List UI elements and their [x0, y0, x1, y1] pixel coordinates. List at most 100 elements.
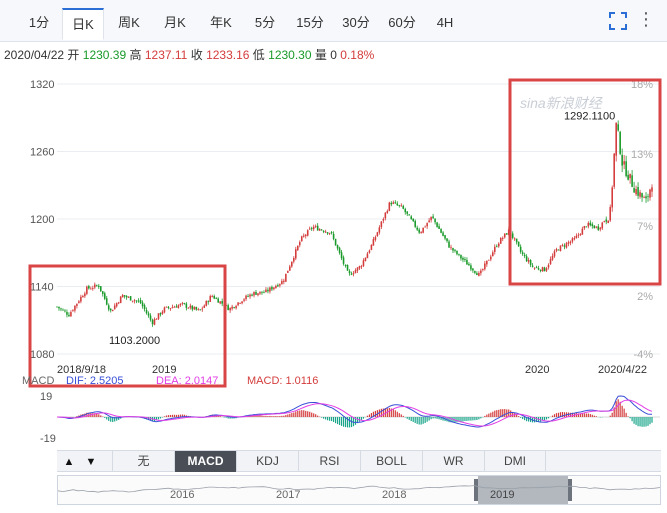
- indicator-tab-kdj[interactable]: KDJ: [236, 451, 298, 472]
- tab-60min[interactable]: 60分: [388, 15, 416, 30]
- range-navigator[interactable]: 2016 2017 2018 2019: [57, 475, 661, 505]
- tab-weekly-k[interactable]: 周K: [118, 15, 140, 30]
- price-annotation: 1103.2000: [109, 335, 160, 347]
- candle-body: [623, 161, 625, 165]
- candle-body: [444, 235, 446, 239]
- tab-yearly-k[interactable]: 年K: [210, 15, 232, 30]
- candle-body: [302, 235, 305, 237]
- macd-title: MACD: [22, 375, 54, 387]
- kline-chart[interactable]: sina新浪财经 1080 1140 1200 1260 1320 -4% 2% 7% 13%…: [0, 64, 667, 450]
- candle-body: [312, 226, 315, 230]
- candle-body: [519, 246, 522, 252]
- candle-body: [338, 247, 341, 253]
- candle-body: [555, 249, 558, 251]
- candle-body: [474, 270, 476, 273]
- sina-watermark: sina新浪财经: [520, 95, 604, 111]
- candle-body: [328, 232, 331, 234]
- candle-body: [203, 305, 206, 308]
- navigator-selection[interactable]: [478, 476, 568, 504]
- candle-body: [161, 311, 164, 314]
- candle-body: [320, 229, 323, 231]
- candle-body: [649, 189, 651, 198]
- navigator-left-handle[interactable]: [474, 479, 478, 501]
- indicator-tab-boll[interactable]: BOLL: [360, 451, 422, 472]
- candle-body: [139, 300, 142, 303]
- candle-body: [304, 234, 307, 236]
- navigator-label-2017: 2017: [276, 489, 300, 501]
- more-options-icon[interactable]: ⋮: [637, 9, 655, 29]
- candle-body: [277, 285, 279, 287]
- candle-body: [247, 296, 249, 297]
- candle-body: [497, 243, 500, 247]
- candle-body: [585, 226, 588, 228]
- candle-body: [613, 153, 615, 187]
- candle-body: [354, 270, 357, 274]
- candle-body: [490, 256, 492, 260]
- candle-body: [388, 202, 391, 211]
- candle-body: [253, 291, 255, 296]
- indicator-tab-dmi[interactable]: DMI: [484, 451, 546, 472]
- candle-body: [229, 307, 231, 311]
- scroll-left-icon[interactable]: ▲: [63, 456, 75, 468]
- candle-body: [291, 261, 293, 267]
- candle-body: [559, 245, 562, 252]
- candle-body: [181, 302, 184, 304]
- candle-body: [58, 306, 60, 309]
- candle-body: [84, 293, 86, 297]
- candle-body: [171, 307, 174, 309]
- candle-body: [553, 251, 556, 257]
- candle-body: [470, 265, 472, 270]
- candle-body: [293, 258, 295, 262]
- candle-body: [275, 285, 277, 289]
- price-tick-label: 1320: [30, 79, 54, 91]
- navigator-line: [57, 485, 661, 493]
- indicator-tab-macd[interactable]: MACD: [174, 451, 236, 472]
- candle-body: [243, 299, 245, 301]
- candle-body: [193, 307, 196, 310]
- candle-body: [484, 263, 486, 270]
- tab-30min[interactable]: 30分: [342, 15, 370, 30]
- tab-1min[interactable]: 1分: [28, 15, 50, 30]
- price-annotations: 1292.1100 1103.2000: [109, 110, 615, 347]
- candle-body: [213, 296, 216, 299]
- candle-body: [306, 230, 309, 236]
- candle-body: [597, 226, 600, 230]
- candle-body: [603, 221, 606, 222]
- indicator-tab-rsi[interactable]: RSI: [298, 451, 360, 472]
- candle-body: [271, 286, 273, 290]
- candle-body: [231, 306, 233, 309]
- high-value: 1237.11: [144, 48, 188, 62]
- tab-daily-k[interactable]: 日K: [62, 8, 104, 40]
- date-label: 2020: [525, 364, 549, 376]
- candle-body: [364, 257, 367, 262]
- candle-body: [631, 175, 633, 187]
- scroll-down-icon[interactable]: ▼: [85, 456, 97, 468]
- candle-body: [332, 233, 335, 239]
- candle-body: [60, 308, 62, 310]
- candle-body: [438, 226, 440, 229]
- candle-body: [147, 313, 150, 316]
- tab-monthly-k[interactable]: 月K: [164, 15, 186, 30]
- candle-body: [342, 257, 345, 264]
- candle-body: [645, 196, 647, 199]
- candle-body: [265, 289, 267, 293]
- navigator-right-handle[interactable]: [568, 479, 572, 501]
- candle-body: [80, 296, 82, 302]
- candle-body: [599, 227, 602, 230]
- tab-4h[interactable]: 4H: [436, 15, 454, 30]
- candle-body: [151, 319, 154, 325]
- candle-body: [565, 243, 568, 248]
- indicator-tab-none[interactable]: 无: [112, 451, 174, 472]
- candle-body: [517, 241, 520, 247]
- candle-body: [432, 216, 434, 219]
- tab-15min[interactable]: 15分: [296, 15, 324, 30]
- fullscreen-icon[interactable]: [609, 12, 627, 30]
- candle-body: [88, 286, 90, 289]
- indicator-tab-wr[interactable]: WR: [422, 451, 484, 472]
- candle-body: [125, 296, 128, 298]
- candle-body: [629, 173, 631, 179]
- candle-body: [121, 295, 124, 298]
- candle-body: [641, 193, 643, 198]
- date-label: 2020/4/22: [598, 364, 647, 376]
- tab-5min[interactable]: 5分: [254, 15, 276, 30]
